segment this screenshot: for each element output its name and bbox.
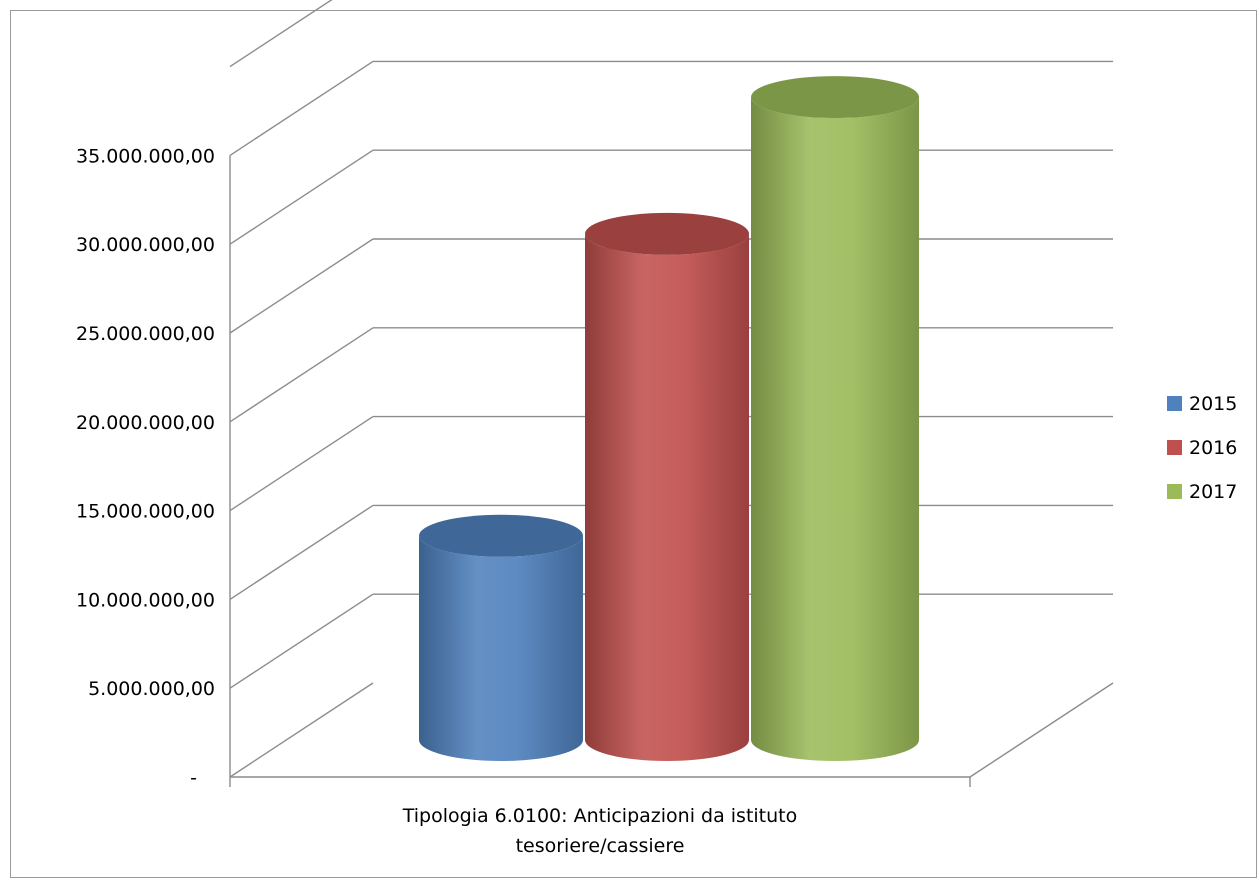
bar-top-2015 [419, 514, 583, 557]
y-tick-label: 15.000.000,00 [76, 501, 215, 523]
gridline-side [229, 238, 374, 334]
legend-swatch-2016 [1167, 440, 1182, 455]
bar-top-2017 [751, 76, 919, 119]
legend-label-2016: 2016 [1189, 437, 1237, 459]
y-tick-label: 30.000.000,00 [76, 234, 215, 256]
y-tick-label: 10.000.000,00 [76, 589, 215, 611]
legend-label-2015: 2015 [1189, 393, 1237, 415]
gridline-side [229, 327, 374, 423]
chart-walls [229, 155, 1114, 787]
bar-body-2016 [585, 233, 749, 761]
x-category-label: Tipologia 6.0100: Anticipazioni da istit… [402, 805, 797, 827]
bars [419, 76, 919, 761]
bar-2016 [585, 212, 749, 761]
legend-label-2017: 2017 [1189, 481, 1237, 503]
bar-2017 [751, 76, 919, 761]
y-axis-tick-labels: - 5.000.000,00 10.000.000,00 15.000.000,00 2… [76, 145, 215, 789]
x-category-label: tesoriere/cassiere [516, 835, 685, 857]
legend-swatch-2015 [1167, 396, 1182, 411]
bar-2015 [419, 514, 583, 761]
gridline-side [229, 60, 374, 156]
bar-body-2015 [419, 535, 583, 761]
bar-top-2016 [585, 212, 749, 255]
bar-body-2017 [751, 97, 919, 761]
legend-swatch-2017 [1167, 484, 1182, 499]
gridline-side [229, 682, 374, 778]
gridline-side [229, 593, 374, 689]
y-tick-label: - [190, 767, 197, 789]
y-tick-label: 20.000.000,00 [76, 412, 215, 434]
y-tick-label: 5.000.000,00 [88, 678, 215, 700]
gridline-side [229, 0, 333, 68]
gridline-side [229, 149, 374, 245]
y-tick-label: 35.000.000,00 [76, 145, 215, 167]
y-tick-label: 25.000.000,00 [76, 323, 215, 345]
gridline-side [229, 416, 374, 512]
legend: 2015 2016 2017 [1167, 393, 1237, 503]
gridline-side [229, 504, 374, 600]
x-axis-category-labels: Tipologia 6.0100: Anticipazioni da istit… [402, 805, 797, 857]
